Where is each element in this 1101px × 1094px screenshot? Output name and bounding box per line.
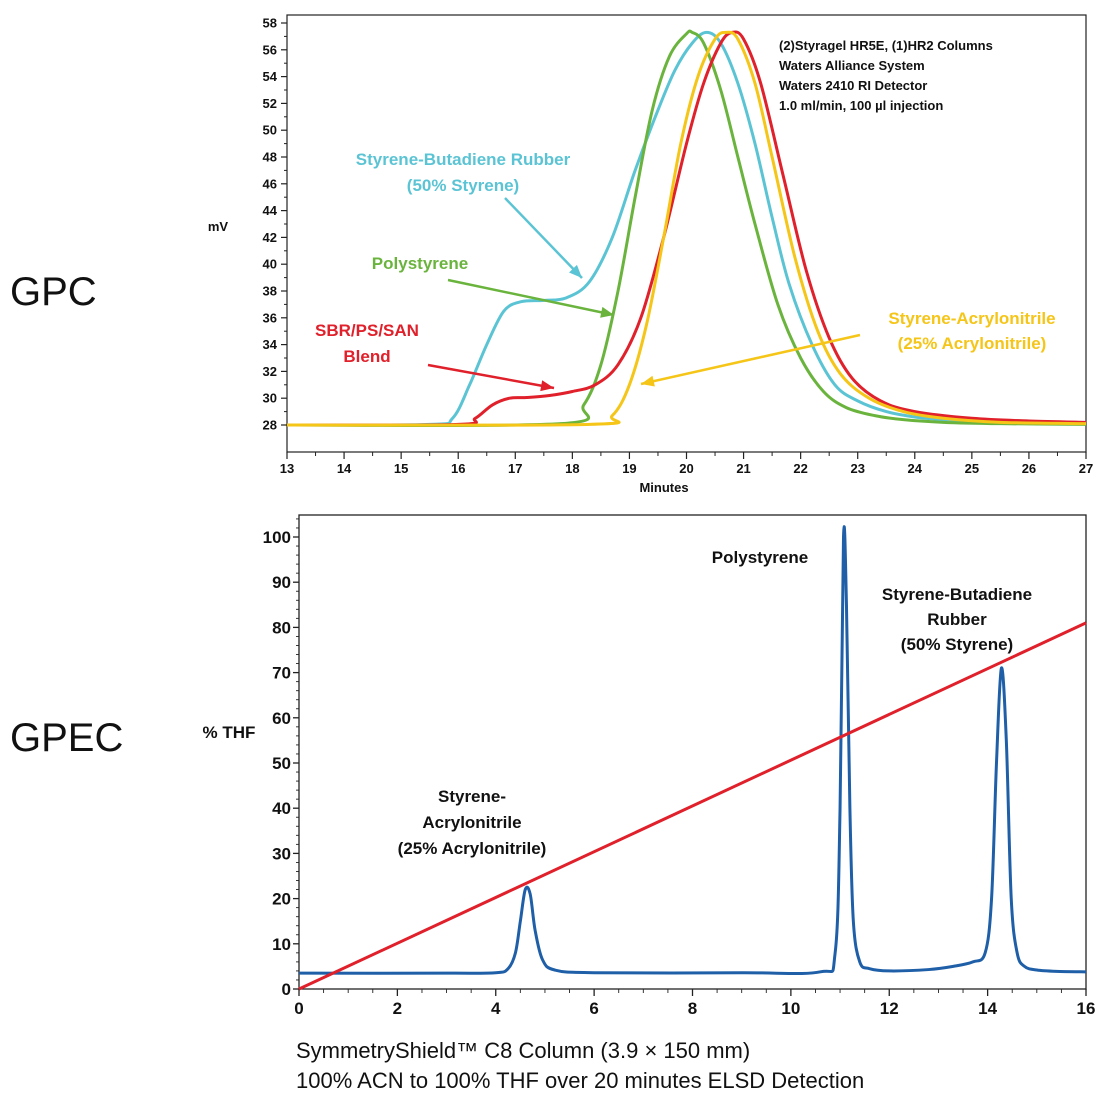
gpc-y-tick-label: 58 [263, 16, 277, 31]
gpc-y-tick-label: 34 [263, 337, 278, 352]
gpc-annotation-sbr-line2: (50% Styrene) [407, 176, 519, 195]
gpc-y-tick-label: 56 [263, 42, 277, 57]
gpc-x-tick-label: 18 [565, 461, 579, 476]
gpec-y-tick-label: 90 [272, 573, 291, 592]
gpc-x-tick-label: 27 [1079, 461, 1093, 476]
gpc-x-tick-label: 14 [337, 461, 352, 476]
gpc-x-tick-label: 22 [793, 461, 807, 476]
gpec-y-tick-label: 0 [282, 980, 291, 999]
gpec-series-trace [298, 525, 1087, 976]
gpec-annotation-sbr-line3: (50% Styrene) [901, 635, 1013, 654]
gpec-y-tick-label: 70 [272, 664, 291, 683]
gpec-annotation-polystyrene: Polystyrene [712, 548, 808, 567]
gpc-y-tick-label: 50 [263, 123, 277, 138]
gpc-side-label: GPC [10, 270, 97, 314]
gpec-x-tick-label: 14 [978, 999, 997, 1018]
gpc-y-tick-label: 38 [263, 284, 277, 299]
gpec-y-tick-label: 20 [272, 890, 291, 909]
gpec-annotation-san-line3: (25% Acrylonitrile) [398, 839, 547, 858]
gpc-x-tick-label: 23 [850, 461, 864, 476]
gpc-y-tick-label: 32 [263, 364, 277, 379]
gpc-x-tick-label: 13 [280, 461, 294, 476]
gpc-y-tick-label: 28 [263, 418, 277, 433]
gpc-y-tick-label: 30 [263, 391, 277, 406]
gpec-x-tick-label: 2 [393, 999, 402, 1018]
gpc-x-tick-label: 24 [908, 461, 923, 476]
gpc-y-tick-label: 42 [263, 230, 277, 245]
gpc-method-note: (2)Styragel HR5E, (1)HR2 Columns [779, 38, 993, 53]
gpc-annotation-blend-line1: SBR/PS/SAN [315, 321, 419, 340]
gpec-x-tick-label: 16 [1077, 999, 1096, 1018]
gpc-y-tick-label: 46 [263, 176, 277, 191]
gpec-y-tick-label: 100 [263, 528, 291, 547]
gpc-x-tick-label: 26 [1022, 461, 1036, 476]
gpec-annotation-sbr-line2: Rubber [927, 610, 987, 629]
gpc-x-tick-label: 19 [622, 461, 636, 476]
gpec-y-tick-label: 60 [272, 709, 291, 728]
gpc-annotation-san-line1: Styrene-Acrylonitrile [888, 309, 1055, 328]
gpec-x-tick-label: 4 [491, 999, 501, 1018]
gpc-arrow-polystyrene-head [600, 306, 614, 318]
gpec-side-label: GPEC [10, 716, 124, 760]
gpc-annotation-sbr-line1: Styrene-Butadiene Rubber [356, 150, 571, 169]
gpc-y-axis-label: mV [208, 219, 229, 234]
gpc-method-note: Waters 2410 RI Detector [779, 78, 927, 93]
gpc-arrow-san-shaft [640, 333, 861, 386]
gpec-series-gradient [298, 621, 1087, 991]
footer-column-line: SymmetryShield™ C8 Column (3.9 × 150 mm) [296, 1038, 751, 1063]
gpc-arrow-sbr-head [569, 264, 582, 278]
gpc-arrow-sbr-shaft [504, 197, 583, 279]
gpc-method-note: 1.0 ml/min, 100 µl injection [779, 98, 943, 113]
gpec-annotation-sbr-line1: Styrene-Butadiene [882, 585, 1032, 604]
gpc-x-axis-label: Minutes [639, 480, 688, 495]
gpc-plot-frame [286, 14, 1087, 453]
gpc-arrow-san [640, 333, 861, 387]
gpc-y-tick-label: 54 [263, 69, 278, 84]
gpc-x-tick-label: 16 [451, 461, 465, 476]
gpc-x-tick-label: 21 [736, 461, 750, 476]
gpc-annotation-san-line2: (25% Acrylonitrile) [898, 334, 1047, 353]
gpc-series-san [286, 30, 1087, 427]
gpc-arrow-polystyrene-shaft [447, 278, 615, 317]
gpc-y-tick-label: 52 [263, 96, 277, 111]
gpc-arrow-sbr [504, 197, 583, 279]
gpc-series-blend [286, 30, 1087, 427]
gpc-arrow-san-head [641, 375, 655, 387]
gpc-x-tick-label: 17 [508, 461, 522, 476]
gpc-x-tick-label: 20 [679, 461, 693, 476]
gpc-series-polystyrene [286, 29, 1087, 428]
gpc-arrow-polystyrene [447, 278, 615, 318]
gpec-annotation-san-line1: Styrene- [438, 787, 506, 806]
gpc-series-sbr [286, 30, 1087, 427]
gpec-y-axis-label: % THF [203, 723, 256, 742]
gpec-y-tick-label: 10 [272, 935, 291, 954]
gpec-x-tick-label: 6 [589, 999, 598, 1018]
gpec-x-tick-label: 0 [294, 999, 303, 1018]
gpc-y-tick-label: 44 [263, 203, 278, 218]
gpc-y-tick-label: 48 [263, 150, 277, 165]
gpc-arrow-blend-head [540, 380, 554, 392]
gpec-x-tick-label: 12 [880, 999, 899, 1018]
gpec-x-tick-label: 10 [781, 999, 800, 1018]
gpec-y-tick-label: 50 [272, 754, 291, 773]
gpc-x-tick-label: 25 [965, 461, 979, 476]
gpec-y-tick-label: 80 [272, 618, 291, 637]
gpc-y-tick-label: 36 [263, 310, 277, 325]
gpec-y-tick-label: 30 [272, 844, 291, 863]
gpec-annotation-san-line2: Acrylonitrile [422, 813, 521, 832]
gpc-arrow-blend-shaft [427, 363, 555, 390]
gpc-annotation-blend-line2: Blend [343, 347, 390, 366]
gpc-annotation-polystyrene: Polystyrene [372, 254, 468, 273]
gpc-method-note: Waters Alliance System [779, 58, 925, 73]
footer-method-line: 100% ACN to 100% THF over 20 minutes ELS… [296, 1068, 865, 1093]
gpec-x-tick-label: 8 [688, 999, 697, 1018]
gpc-y-tick-label: 40 [263, 257, 277, 272]
gpc-arrow-blend [427, 363, 555, 392]
gpec-y-tick-label: 40 [272, 799, 291, 818]
gpc-x-tick-label: 15 [394, 461, 408, 476]
